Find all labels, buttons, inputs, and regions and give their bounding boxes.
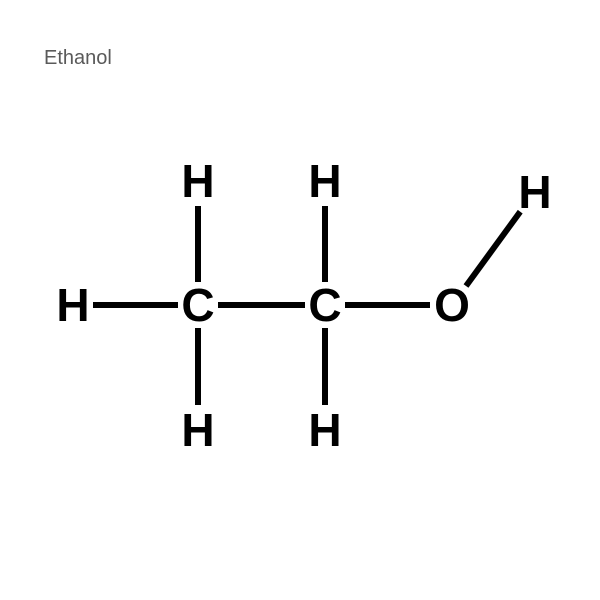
molecule-title: Ethanol xyxy=(44,47,112,70)
bond xyxy=(464,210,523,288)
atom-label: H xyxy=(308,403,341,457)
bond xyxy=(322,328,328,405)
atom-label: C xyxy=(181,278,214,332)
atom-label: C xyxy=(308,278,341,332)
atom-label: H xyxy=(56,278,89,332)
atom-label: H xyxy=(518,165,551,219)
atom-label: O xyxy=(434,278,470,332)
atom-label: H xyxy=(308,154,341,208)
atom-label: H xyxy=(181,403,214,457)
bond xyxy=(218,302,305,308)
bond xyxy=(345,302,430,308)
bond xyxy=(195,206,201,282)
bond xyxy=(93,302,178,308)
atom-label: H xyxy=(181,154,214,208)
bond xyxy=(195,328,201,405)
bond xyxy=(322,206,328,282)
